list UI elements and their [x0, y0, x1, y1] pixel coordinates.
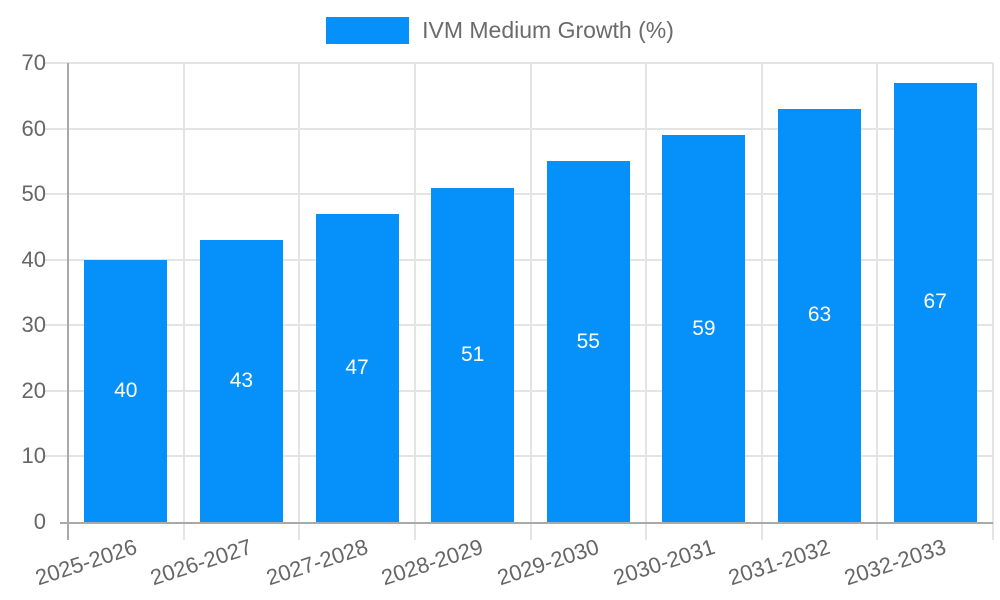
- y-axis-tick-label: 20: [21, 377, 46, 403]
- legend-label: IVM Medium Growth (%): [422, 16, 674, 43]
- h-gridline: [45, 324, 993, 327]
- bar[interactable]: 47: [315, 213, 399, 522]
- x-axis-tick-label: 2030-2031: [609, 534, 718, 591]
- v-gridline: [760, 63, 763, 540]
- x-axis-tick-label: 2026-2027: [147, 534, 256, 591]
- v-gridline: [413, 63, 416, 540]
- v-gridline: [992, 63, 994, 540]
- bar-value-label: 67: [923, 290, 947, 314]
- bar-value-label: 47: [345, 355, 369, 379]
- bar-value-label: 43: [229, 369, 254, 392]
- x-axis-tick-label: 2032-2033: [841, 534, 949, 591]
- bar[interactable]: 63: [778, 108, 862, 522]
- bar-value-label: 63: [807, 303, 832, 327]
- x-axis-tick-label: 2029-2030: [494, 534, 603, 591]
- h-gridline: [45, 193, 993, 196]
- bar-value-label: 40: [114, 378, 138, 402]
- v-gridline: [182, 63, 185, 540]
- y-axis-tick-label: 50: [21, 181, 46, 207]
- y-axis-tick-label: 40: [21, 246, 46, 272]
- h-gridline: [45, 389, 993, 392]
- bar[interactable]: 51: [431, 187, 515, 522]
- legend[interactable]: IVM Medium Growth (%): [0, 14, 1000, 46]
- bar-value-label: 51: [461, 342, 485, 366]
- x-axis-tick-label: 2031-2032: [725, 534, 834, 591]
- bar[interactable]: 59: [662, 135, 746, 522]
- y-axis-tick-label: 70: [21, 50, 46, 75]
- h-gridline: [45, 127, 993, 130]
- bar[interactable]: 55: [546, 161, 630, 522]
- v-gridline: [298, 63, 301, 540]
- v-gridline: [876, 63, 879, 540]
- y-axis-tick-label: 10: [21, 443, 46, 469]
- x-axis-tick-label: 2028-2029: [378, 534, 487, 591]
- bar[interactable]: 43: [199, 240, 283, 522]
- h-gridline: [45, 62, 993, 64]
- h-gridline: [45, 258, 993, 261]
- y-axis-line: [67, 63, 69, 540]
- bar-value-label: 59: [692, 316, 716, 340]
- y-axis-tick-label: 60: [21, 115, 46, 141]
- y-axis-tick-label: 30: [21, 312, 46, 338]
- bar-value-label: 55: [576, 329, 600, 353]
- x-axis-tick-label: 2025-2026: [31, 534, 140, 591]
- v-gridline: [645, 63, 648, 540]
- v-gridline: [529, 63, 532, 540]
- x-axis-tick-label: 2027-2028: [262, 534, 371, 591]
- x-axis-line: [60, 522, 993, 524]
- y-axis-tick-label: 0: [33, 509, 46, 534]
- bar[interactable]: 40: [84, 259, 168, 522]
- legend-swatch-icon: [326, 16, 410, 44]
- bar[interactable]: 67: [893, 82, 977, 522]
- h-gridline: [45, 455, 993, 458]
